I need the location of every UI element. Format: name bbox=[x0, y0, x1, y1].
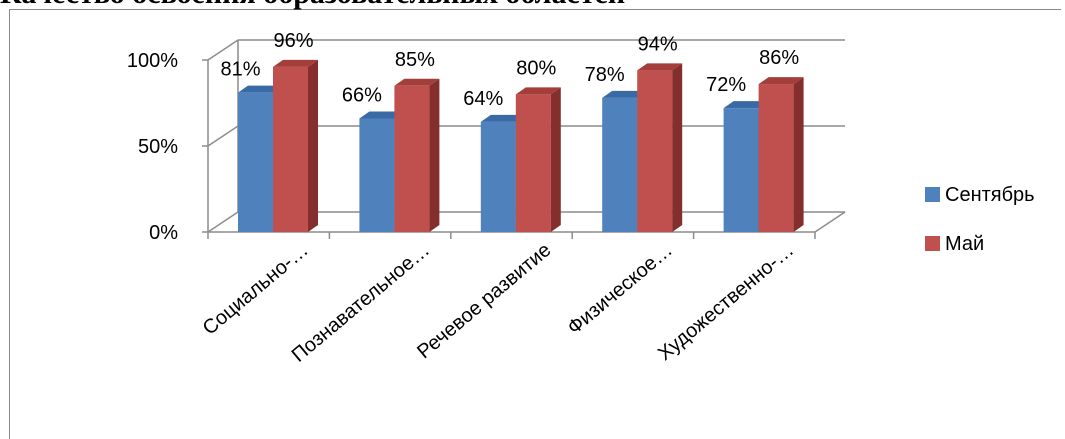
y-tick-label: 0% bbox=[149, 222, 178, 244]
gridline-diagonal bbox=[207, 125, 239, 147]
data-label: 81% bbox=[220, 59, 260, 81]
bar-front bbox=[359, 118, 395, 232]
gridline-diagonal bbox=[207, 39, 239, 61]
bar-top bbox=[480, 114, 526, 122]
bars bbox=[238, 59, 804, 233]
bar-top bbox=[515, 87, 561, 95]
bar-top bbox=[273, 59, 318, 67]
legend-swatch bbox=[925, 236, 940, 251]
bar-side bbox=[429, 78, 440, 232]
chart-area bbox=[9, 9, 1061, 439]
bar-front bbox=[637, 70, 673, 232]
data-label: 85% bbox=[395, 49, 435, 71]
legend-item[interactable]: Сентябрь bbox=[925, 184, 1035, 206]
y-tick-label: 100% bbox=[127, 50, 178, 72]
bar-top bbox=[637, 63, 683, 71]
bar-top bbox=[238, 85, 283, 93]
bar bbox=[273, 59, 318, 232]
bar-top bbox=[359, 111, 405, 119]
bar-front bbox=[238, 92, 273, 233]
bar-side bbox=[308, 59, 318, 232]
legend-label: Сентябрь bbox=[945, 184, 1035, 206]
data-label: 80% bbox=[516, 57, 556, 79]
floor-right-edge bbox=[814, 211, 846, 233]
category-label: Социально-… bbox=[199, 239, 313, 340]
legend-label: Май bbox=[945, 233, 984, 255]
bar-top bbox=[602, 90, 648, 98]
bar bbox=[515, 87, 561, 233]
page-title: Качество освоения образовательных област… bbox=[0, 0, 625, 9]
data-label: 66% bbox=[342, 84, 382, 106]
bar-front bbox=[480, 121, 516, 232]
data-label: 72% bbox=[706, 74, 746, 96]
bar-top bbox=[758, 77, 804, 85]
y-axis-ticks: 0% 50% 100% bbox=[127, 50, 178, 244]
bar-side bbox=[672, 63, 683, 232]
bar bbox=[394, 78, 440, 232]
bar-front bbox=[758, 84, 794, 232]
bar bbox=[758, 77, 804, 232]
bar-front bbox=[515, 94, 551, 233]
data-label: 64% bbox=[463, 88, 503, 110]
category-labels: Социально-…Познавательное…Речевое развит… bbox=[199, 239, 799, 367]
bar-front bbox=[602, 97, 638, 232]
bar-side bbox=[793, 77, 804, 232]
category-label: Физическое… bbox=[563, 239, 676, 339]
bar bbox=[637, 63, 683, 232]
legend[interactable]: Сентябрь Май bbox=[925, 184, 1035, 255]
category-label: Художественно-… bbox=[654, 239, 798, 365]
category-label: Речевое развитие bbox=[413, 239, 555, 363]
bar-chart: 0% 50% 100% 81% 96% 66% 85% 64% 80% 78% 94% 72% 86%… bbox=[127, 30, 1035, 367]
bar-front bbox=[723, 108, 759, 232]
bar-side bbox=[550, 87, 561, 233]
data-label: 96% bbox=[273, 30, 313, 52]
data-labels: 81% 96% 66% 85% 64% 80% 78% 94% 72% 86% bbox=[220, 30, 799, 110]
legend-swatch bbox=[925, 187, 940, 202]
bar-front bbox=[394, 85, 430, 232]
bar-front bbox=[273, 66, 308, 232]
legend-item[interactable]: Май bbox=[925, 233, 984, 255]
y-tick-label: 50% bbox=[138, 136, 178, 158]
floor-left-edge bbox=[207, 211, 239, 233]
data-label: 94% bbox=[638, 33, 678, 55]
data-label: 86% bbox=[759, 47, 799, 69]
bar-top bbox=[723, 101, 769, 109]
bar-top bbox=[394, 78, 440, 86]
data-label: 78% bbox=[585, 64, 625, 86]
